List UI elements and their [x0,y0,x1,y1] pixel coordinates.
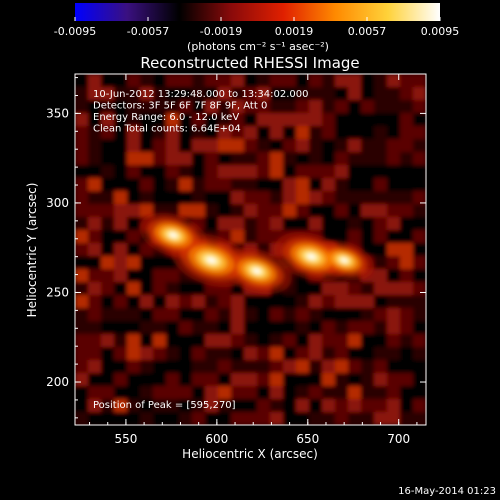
y-tick-label: 200 [46,375,69,389]
heatmap-image [75,74,426,425]
annotation-line: Energy Range: 6.0 - 12.0 keV [93,112,239,123]
x-tick-label: 650 [296,432,319,446]
x-tick-label: 600 [205,432,228,446]
x-tick-label: 700 [387,432,410,446]
colorbar-tick-label: 0.0095 [421,25,460,38]
y-tick-label: 250 [46,285,69,299]
noise-field [75,74,426,425]
annotation-line: 10-Jun-2012 13:29:48.000 to 13:34:02.000 [93,89,309,100]
flare-source-blob [340,257,348,263]
y-axis-label: Heliocentric Y (arcsec) [25,183,39,318]
timestamp: 16-May-2014 01:23 [398,486,496,497]
flare-source-blob [307,253,316,260]
flare-sources [139,212,375,295]
colorbar-tick-label: -0.0095 [54,25,96,38]
colorbar-tick-label: 0.0057 [348,25,387,38]
y-tick-label: 300 [46,196,69,210]
colorbar-tick-label: -0.0019 [200,25,242,38]
x-axis-label: Heliocentric X (arcsec) [182,447,318,461]
colorbar-tick-label: 0.0019 [275,25,314,38]
y-axis-ticks: 200 250 300 350 [46,77,426,419]
x-tick-label: 550 [114,432,137,446]
colorbar-ticks: -0.0095 -0.0057 -0.0019 0.0019 0.0057 0.0095 [54,17,459,38]
chart-title: Reconstructed RHESSI Image [140,54,359,72]
y-tick-label: 350 [46,106,69,120]
annotations: 10-Jun-2012 13:29:48.000 to 13:34:02.000… [93,89,309,135]
colorbar [75,3,440,21]
flare-source-blob [252,268,261,274]
flare-source-blob [169,232,178,238]
peak-position-label: Position of Peak = [595,270] [93,400,236,411]
plot-frame [74,73,427,426]
annotation-line: Detectors: 3F 5F 6F 7F 8F 9F, Att 0 [93,101,267,112]
x-axis-ticks: 550 600 650 700 [89,74,418,446]
colorbar-tick-label: -0.0057 [127,25,169,38]
flare-source-blob [206,257,217,264]
colorbar-unit-label: (photons cm⁻² s⁻¹ asec⁻²) [187,40,329,53]
annotation-line: Clean Total counts: 6.64E+04 [93,124,241,135]
